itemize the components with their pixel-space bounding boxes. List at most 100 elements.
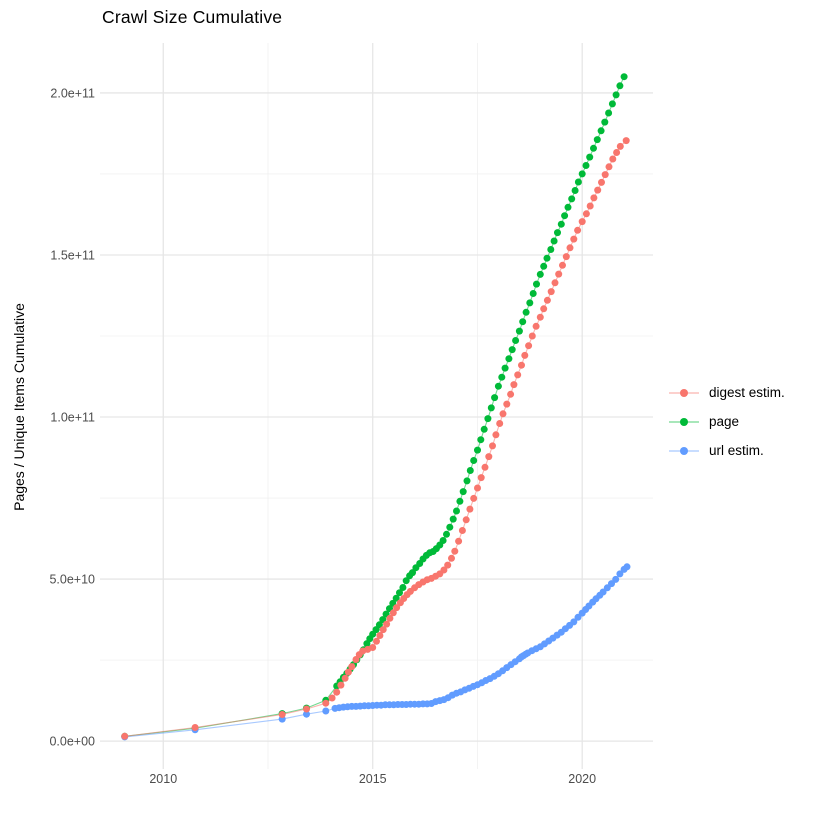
data-point-page xyxy=(439,537,447,544)
legend-marker-icon xyxy=(669,417,699,426)
data-point-digest-estim xyxy=(532,322,540,330)
data-point-digest-estim xyxy=(536,313,544,321)
legend-item-label: url estim. xyxy=(709,443,764,458)
data-point-url-estim xyxy=(612,575,620,583)
data-point-digest-estim xyxy=(386,614,394,622)
data-point-digest-estim xyxy=(566,244,574,252)
data-point-page xyxy=(597,127,605,135)
data-point-digest-estim xyxy=(303,705,310,713)
data-point-digest-estim xyxy=(601,171,609,179)
data-point-digest-estim xyxy=(525,342,533,350)
data-point-page xyxy=(574,178,582,186)
y-tick-label: 0.0e+00 xyxy=(49,735,95,749)
data-point-page xyxy=(616,82,624,90)
data-point-digest-estim xyxy=(379,626,387,634)
data-point-page xyxy=(620,73,628,81)
data-point-page xyxy=(480,425,488,433)
data-point-digest-estim xyxy=(514,371,522,379)
data-point-page xyxy=(533,280,540,288)
data-point-page xyxy=(512,337,520,344)
data-point-digest-estim xyxy=(559,261,566,269)
x-tick-label: 2015 xyxy=(359,772,387,786)
legend-item-digest-estim: digest estim. xyxy=(668,378,785,407)
legend-item-label: page xyxy=(709,414,740,429)
data-point-digest-estim xyxy=(562,253,570,261)
data-point-digest-estim xyxy=(492,431,500,439)
data-point-page xyxy=(491,394,499,402)
chart-title: Crawl Size Cumulative xyxy=(102,7,283,27)
data-point-page xyxy=(466,467,474,474)
data-point-digest-estim xyxy=(458,527,466,534)
data-point-page xyxy=(399,584,407,591)
data-point-page xyxy=(564,203,572,211)
data-point-digest-estim xyxy=(528,332,536,340)
data-point-digest-estim xyxy=(389,609,397,617)
data-point-url-estim xyxy=(303,710,310,718)
data-point-page xyxy=(484,415,492,423)
data-point-page xyxy=(571,187,579,194)
legend-marker-icon xyxy=(669,388,699,397)
data-point-page xyxy=(396,589,403,597)
data-point-digest-estim xyxy=(507,390,515,398)
legend-key-dot xyxy=(680,417,688,426)
data-point-digest-estim xyxy=(570,235,578,243)
series-line-page xyxy=(124,76,625,737)
data-point-digest-estim xyxy=(622,137,630,145)
data-point-digest-estim xyxy=(499,410,507,418)
data-point-digest-estim xyxy=(455,537,463,545)
data-point-digest-estim xyxy=(540,305,548,313)
data-point-page xyxy=(515,327,523,335)
data-point-digest-estim xyxy=(551,279,559,287)
data-point-page xyxy=(593,136,601,144)
data-point-digest-estim xyxy=(586,202,594,210)
data-point-digest-estim xyxy=(574,226,582,234)
data-point-page xyxy=(477,436,485,444)
data-point-page xyxy=(494,382,502,390)
data-point-digest-estim xyxy=(470,494,478,502)
data-point-page xyxy=(529,290,537,297)
x-tick-label: 2020 xyxy=(568,772,596,786)
data-point-page xyxy=(526,299,534,307)
y-tick-label: 1.5e+11 xyxy=(50,248,95,262)
data-point-page xyxy=(375,621,383,629)
data-point-page xyxy=(568,195,576,203)
data-point-page xyxy=(519,318,527,326)
series-line-url-estim xyxy=(124,566,628,738)
data-point-digest-estim xyxy=(341,674,349,682)
data-point-digest-estim xyxy=(496,420,504,427)
data-point-page xyxy=(508,346,516,354)
data-point-url-estim xyxy=(623,563,631,571)
data-point-digest-estim xyxy=(462,516,470,524)
data-point-page xyxy=(547,246,555,253)
y-tick-label: 5.0e+10 xyxy=(49,573,95,587)
data-point-page xyxy=(505,355,513,363)
data-point-digest-estim xyxy=(613,149,621,156)
data-point-digest-estim xyxy=(373,637,380,645)
data-point-url-estim xyxy=(322,707,330,715)
data-point-digest-estim xyxy=(555,270,563,278)
data-point-digest-estim xyxy=(477,474,485,482)
data-point-digest-estim xyxy=(582,210,590,218)
data-point-page xyxy=(402,577,410,585)
data-point-page xyxy=(449,515,457,523)
data-point-digest-estim xyxy=(510,381,518,389)
data-point-digest-estim xyxy=(578,218,586,226)
y-tick-label: 1.0e+11 xyxy=(50,411,95,425)
data-point-digest-estim xyxy=(383,620,391,628)
data-point-page xyxy=(453,507,460,515)
data-point-page xyxy=(443,530,450,538)
data-point-page xyxy=(540,262,548,270)
data-point-page xyxy=(605,109,613,117)
data-point-page xyxy=(522,308,530,316)
data-point-url-estim xyxy=(570,618,578,626)
data-point-digest-estim xyxy=(521,351,529,359)
data-point-page xyxy=(582,162,590,169)
data-point-page xyxy=(601,118,609,126)
data-point-page xyxy=(487,404,495,412)
data-point-digest-estim xyxy=(605,163,613,171)
data-point-digest-estim xyxy=(609,155,617,163)
data-point-page xyxy=(536,270,544,278)
data-point-digest-estim xyxy=(369,644,377,651)
data-point-digest-estim xyxy=(503,400,511,408)
